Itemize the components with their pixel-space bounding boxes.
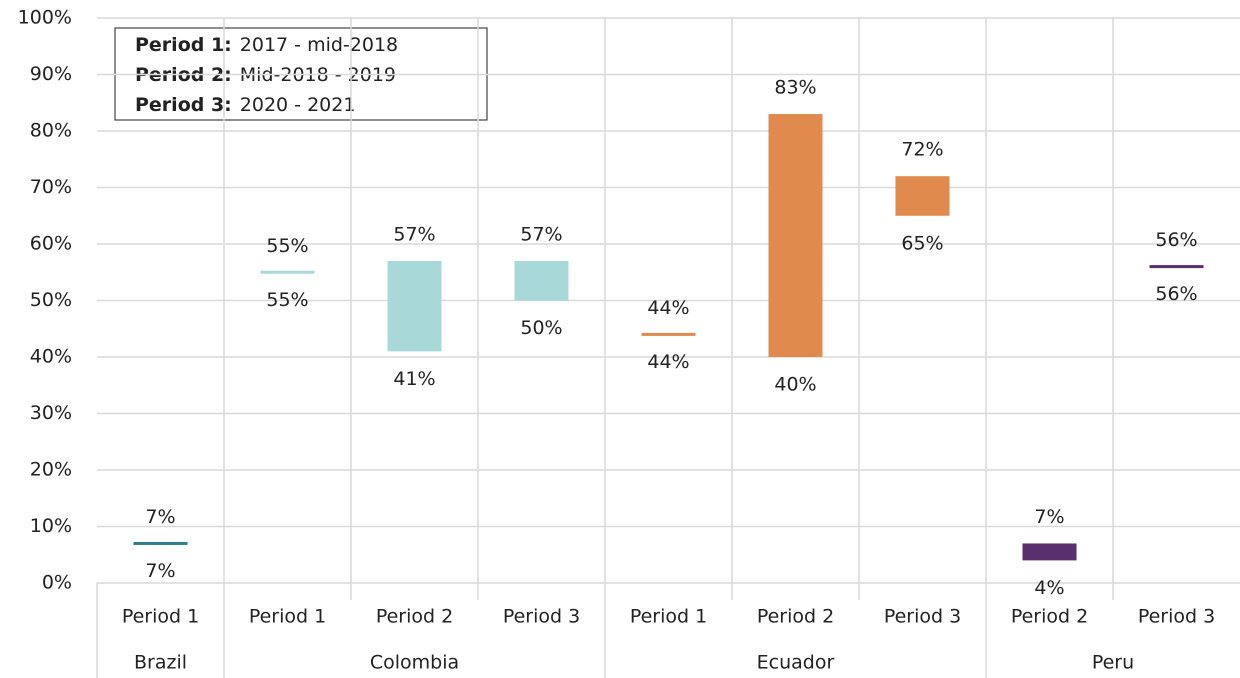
note-label: Period 3: [135,94,232,116]
x-tick-label: Period 1 [122,606,199,628]
group-label: Ecuador [757,652,835,674]
high-label: 57% [393,223,435,245]
note-text: 2017 - mid-2018 [240,34,398,56]
high-label: 7% [1034,506,1064,528]
range-bar [514,260,569,301]
range-bar [260,270,315,274]
low-label: 4% [1034,577,1064,599]
y-tick-label: 40% [30,346,72,368]
x-tick-label: Period 2 [376,606,453,628]
range-bar [895,176,950,216]
y-tick-label: 10% [30,515,72,537]
high-label: 44% [647,297,689,319]
x-tick-label: Period 3 [1138,606,1215,628]
y-tick-label: 100% [18,7,72,29]
range-bar [133,541,188,545]
high-label: 57% [520,223,562,245]
low-label: 56% [1155,283,1197,305]
y-tick-label: 80% [30,120,72,142]
range-bar [1022,543,1077,561]
note: Period 1: 2017 - mid-2018 [135,34,398,56]
group-label: Brazil [134,652,187,674]
low-label: 40% [774,374,816,396]
range-bar [1149,265,1204,269]
range-bar [641,332,696,336]
y-tick-label: 50% [30,289,72,311]
y-tick-label: 30% [30,402,72,424]
high-label: 56% [1155,229,1197,251]
x-tick-label: Period 3 [884,606,961,628]
high-label: 55% [266,235,308,257]
high-label: 72% [901,139,943,161]
y-tick-label: 20% [30,459,72,481]
range-bar [768,114,823,357]
note-label: Period 1: [135,34,232,56]
y-tick-label: 70% [30,176,72,198]
low-label: 65% [901,232,943,254]
low-label: 44% [647,351,689,373]
y-tick-label: 90% [30,63,72,85]
y-tick-label: 0% [42,572,72,594]
high-label: 83% [774,77,816,99]
y-tick-label: 60% [30,233,72,255]
group-label: Colombia [370,652,459,674]
x-tick-label: Period 2 [757,606,834,628]
x-tick-label: Period 1 [630,606,707,628]
low-label: 50% [520,317,562,339]
high-label: 7% [145,506,175,528]
low-label: 55% [266,289,308,311]
group-label: Peru [1092,652,1134,674]
x-tick-label: Period 3 [503,606,580,628]
x-tick-label: Period 2 [1011,606,1088,628]
note-text: 2020 - 2021 [240,94,356,116]
low-label: 41% [393,368,435,390]
note: Period 3: 2020 - 2021 [135,94,355,116]
range-bar [387,260,442,352]
low-label: 7% [145,560,175,582]
x-tick-label: Period 1 [249,606,326,628]
